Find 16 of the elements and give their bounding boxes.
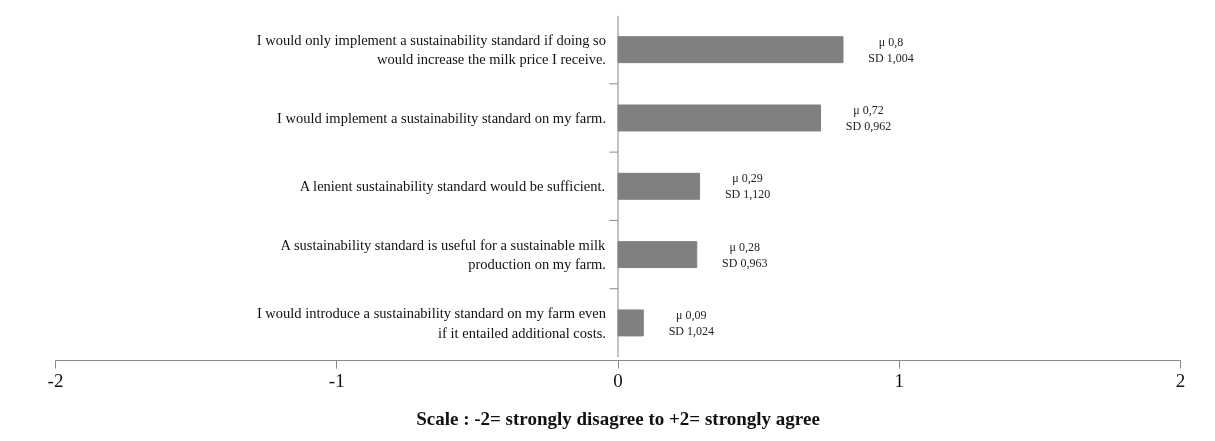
x-tick-label: -1 [328, 369, 345, 391]
x-tick-label: 2 [1175, 369, 1186, 391]
data-label: μ 0,28 SD 0,963 [722, 239, 768, 270]
y-tick-label: I would introduce a sustainability standard on my farm even if it entailed additional costs. [256, 305, 607, 341]
x-tick-label: -2 [47, 369, 64, 391]
data-label: μ 0,8 SD 1,004 [868, 34, 914, 65]
data-label: μ 0,09 SD 1,024 [668, 307, 714, 338]
y-tick-label: I would implement a sustainability standard on my farm. [277, 109, 607, 126]
x-tick-label: 1 [894, 369, 904, 391]
y-tick-label: I would only implement a sustainability standard if doing so would increase the milk price I receive. [256, 32, 607, 68]
x-tick-label: 0 [613, 369, 623, 391]
y-tick-label: A sustainability standard is useful for a sustainable milk production on my farm. [280, 237, 607, 273]
data-label: μ 0,72 SD 0,962 [845, 102, 892, 134]
data-label: μ 0,29 SD 1,120 [724, 171, 771, 202]
y-tick-label: A lenient sustainability standard would be sufficient. [299, 178, 606, 195]
x-axis-title: Scale : -2= strongly disagree to +2= strongly agree [416, 407, 820, 429]
